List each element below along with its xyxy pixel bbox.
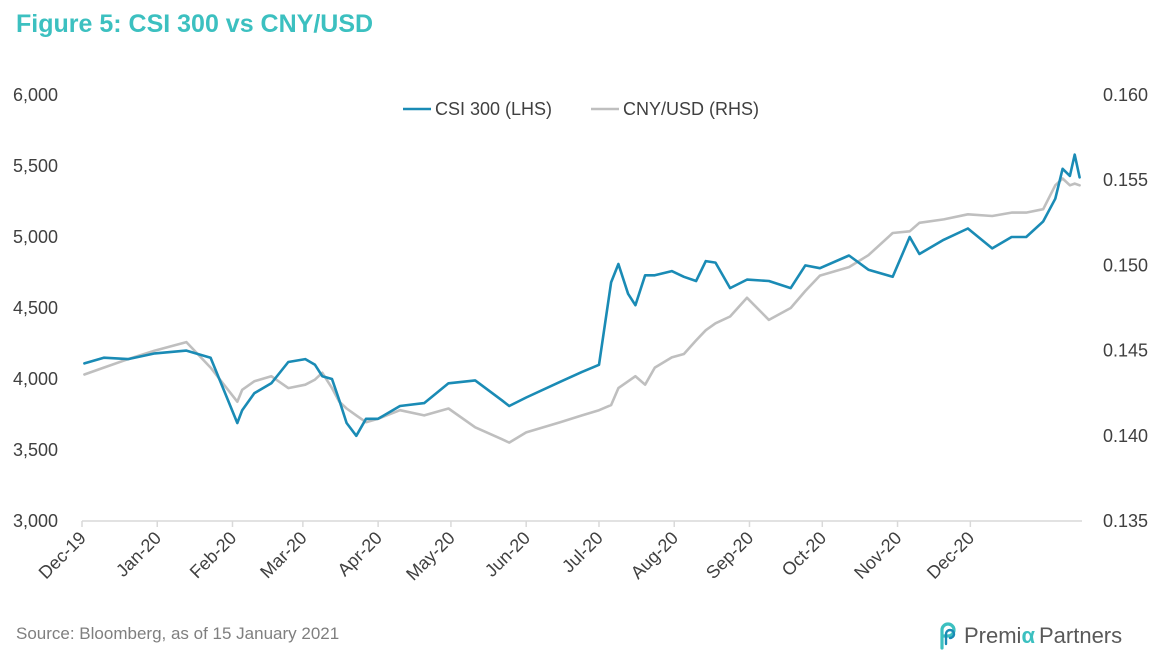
- logo-word-c: Partners: [1038, 623, 1123, 648]
- premia-partners-logo: Premi α Partners: [938, 621, 1122, 651]
- y-right-tick-label: 0.140: [1103, 426, 1148, 446]
- y-right-tick-label: 0.150: [1103, 255, 1148, 275]
- y-axis-right: 0.135 0.140 0.145 0.150 0.155 0.160: [1103, 85, 1148, 531]
- y-right-tick-label: 0.135: [1103, 511, 1148, 531]
- x-tick-label: Sep-20: [702, 528, 757, 583]
- cnyusd-series-line: [83, 177, 1081, 444]
- x-tick-label: May-20: [402, 528, 459, 585]
- y-left-tick-label: 6,000: [13, 85, 58, 105]
- csi300-series-line: [83, 153, 1081, 438]
- source-note: Source: Bloomberg, as of 15 January 2021: [16, 624, 340, 643]
- x-tick-label: Jun-20: [481, 528, 534, 581]
- logo-word-a: Premi: [964, 623, 1022, 648]
- legend: CSI 300 (LHS) CNY/USD (RHS): [403, 99, 759, 119]
- x-tick-label: Feb-20: [186, 528, 240, 582]
- logo-word-b: α: [1021, 623, 1035, 648]
- legend-csi300-label: CSI 300 (LHS): [435, 99, 552, 119]
- chart-area: 3,000 3,500 4,000 4,500 5,000 5,500 6,000 0.13…: [13, 85, 1148, 585]
- y-left-tick-label: 4,000: [13, 369, 58, 389]
- x-tick-label: Dec-19: [35, 528, 90, 583]
- x-tick-label: Apr-20: [334, 528, 386, 580]
- x-tick-label: Jan-20: [112, 528, 165, 581]
- y-left-tick-label: 3,000: [13, 511, 58, 531]
- y-left-tick-label: 5,000: [13, 227, 58, 247]
- x-tick-label: Jul-20: [558, 528, 607, 577]
- y-left-tick-label: 5,500: [13, 156, 58, 176]
- x-tick-label: Dec-20: [923, 528, 978, 583]
- x-axis: Dec-19 Jan-20 Feb-20 Mar-20 Apr-20 May-20 Jun-…: [35, 521, 978, 585]
- x-tick-label: Nov-20: [850, 528, 905, 583]
- y-right-tick-label: 0.160: [1103, 85, 1148, 105]
- x-tick-label: Mar-20: [256, 528, 310, 582]
- y-left-tick-label: 4,500: [13, 298, 58, 318]
- y-right-tick-label: 0.145: [1103, 341, 1148, 361]
- series-layer: [83, 153, 1081, 444]
- y-right-tick-label: 0.155: [1103, 170, 1148, 190]
- legend-cnyusd-label: CNY/USD (RHS): [623, 99, 759, 119]
- x-tick-label: Oct-20: [778, 528, 830, 580]
- chart-title: Figure 5: CSI 300 vs CNY/USD: [16, 10, 374, 38]
- y-left-tick-label: 3,500: [13, 440, 58, 460]
- y-axis-left: 3,000 3,500 4,000 4,500 5,000 5,500 6,000: [13, 85, 58, 531]
- logo-mark-icon: [940, 622, 956, 650]
- x-tick-label: Aug-20: [627, 528, 682, 583]
